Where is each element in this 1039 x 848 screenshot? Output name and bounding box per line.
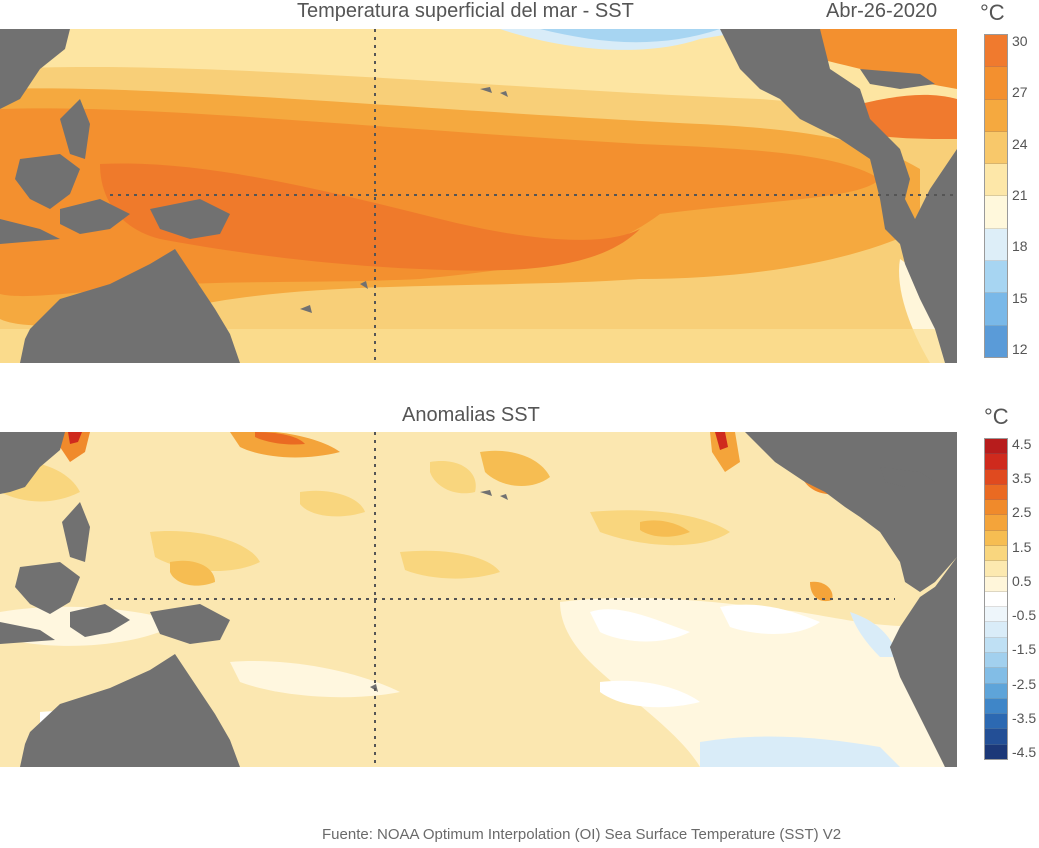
anomaly-colorbar-segment <box>985 561 1007 577</box>
anomaly-colorbar-segment <box>985 698 1007 715</box>
anomaly-colorbar-segment <box>985 652 1007 669</box>
sst-colorbar-segment <box>985 228 1007 262</box>
anomaly-colorbar-segment <box>985 469 1007 485</box>
sst-colorbar-tick-label: 15 <box>1012 289 1028 306</box>
sst-colorbar-segment <box>985 67 1007 100</box>
anomaly-unit-label: °C <box>984 404 1009 429</box>
sst-colorbar-tick-label: 12 <box>1012 341 1028 357</box>
sst-colorbar-segment <box>985 325 1007 357</box>
anomaly-colorbar-tick-label: 0.5 <box>1012 572 1032 589</box>
sst-unit-label: °C <box>980 0 1005 25</box>
anomaly-colorbar-segment <box>985 515 1007 531</box>
anomaly-colorbar-tick-label: 4.5 <box>1012 436 1032 452</box>
anomaly-colorbar-segment <box>985 591 1007 608</box>
sst-colorbar-segment <box>985 293 1007 326</box>
sst-colorbar-segment <box>985 131 1007 165</box>
anomaly-colorbar-tick-label: -1.5 <box>1012 641 1037 658</box>
anomaly-map-title: Anomalias SST <box>402 404 540 426</box>
sst-map <box>0 29 957 363</box>
sst-colorbar-tick-label: 24 <box>1012 135 1028 152</box>
sst-colorbar-segment <box>985 164 1007 197</box>
sst-date-label: Abr-26-2020 <box>826 0 938 22</box>
anomaly-colorbar-segment <box>985 729 1007 745</box>
anomaly-colorbar-tick-label: -2.5 <box>1012 675 1037 692</box>
anomaly-map <box>0 432 957 767</box>
sst-colorbar-segment <box>985 99 1007 132</box>
anomaly-colorbar-segment <box>985 668 1007 684</box>
anomaly-colorbar-segment <box>985 439 1007 455</box>
sst-map-graphic <box>0 29 957 363</box>
anomaly-colorbar-segment <box>985 607 1007 623</box>
sst-map-title: Temperatura superficial del mar - SST <box>297 0 634 22</box>
anomaly-colorbar-tick-label: -3.5 <box>1012 709 1037 726</box>
anomaly-colorbar-tick-label: 3.5 <box>1012 470 1032 487</box>
anomaly-colorbar-segment <box>985 576 1007 592</box>
anomaly-colorbar-segment <box>985 530 1007 546</box>
anomaly-colorbar-tick-label: -4.5 <box>1012 744 1037 760</box>
sst-colorbar-tick-label: 21 <box>1012 187 1028 203</box>
anomaly-colorbar-segment <box>985 545 1007 562</box>
anomaly-colorbar <box>984 438 1008 760</box>
anomaly-colorbar-segment <box>985 744 1007 759</box>
sst-colorbar-tick-label: 30 <box>1012 33 1028 49</box>
anomaly-colorbar-segment <box>985 637 1007 653</box>
sst-colorbar <box>984 34 1008 358</box>
anomaly-colorbar-segment <box>985 714 1007 730</box>
sst-colorbar-segment <box>985 196 1007 229</box>
sst-colorbar-segment <box>985 35 1007 68</box>
anomaly-colorbar-segment <box>985 683 1007 699</box>
anomaly-colorbar-segment <box>985 500 1007 516</box>
anomaly-colorbar-segment <box>985 484 1007 501</box>
sst-colorbar-tick-label: 18 <box>1012 238 1028 255</box>
sst-colorbar-segment <box>985 261 1007 294</box>
anomaly-colorbar-segment <box>985 622 1007 638</box>
anomaly-colorbar-tick-label: 1.5 <box>1012 538 1032 555</box>
anomaly-colorbar-tick-label: -0.5 <box>1012 607 1037 624</box>
anomaly-colorbar-segment <box>985 454 1007 470</box>
anomaly-map-graphic <box>0 432 957 767</box>
data-source-note: Fuente: NOAA Optimum Interpolation (OI) … <box>322 826 842 843</box>
sst-colorbar-tick-label: 27 <box>1012 84 1028 101</box>
anomaly-colorbar-tick-label: 2.5 <box>1012 504 1032 521</box>
